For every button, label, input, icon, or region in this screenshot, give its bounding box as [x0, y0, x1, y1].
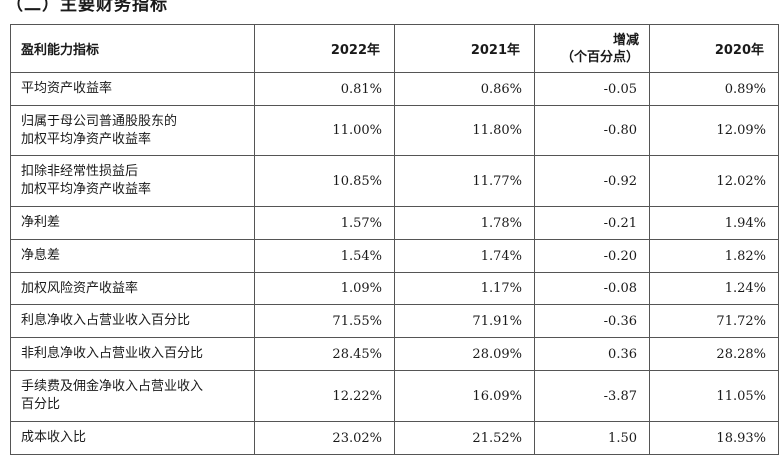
row-label: 成本收入比 [10, 421, 255, 455]
cell-2022: 1.09% [254, 272, 395, 305]
cell-2021: 1.17% [394, 272, 535, 305]
table-row: 净息差 1.54% 1.74% -0.20 1.82% [10, 239, 779, 273]
cell-2021: 1.78% [394, 206, 535, 240]
header-2020: 2020年 [649, 24, 779, 73]
cell-2022: 12.22% [254, 370, 395, 422]
cell-2021: 1.74% [394, 239, 535, 273]
row-label: 利息净收入占营业收入百分比 [10, 304, 255, 338]
cell-change: -3.87 [534, 370, 650, 422]
cell-2022: 0.81% [254, 72, 395, 106]
cell-2020: 1.82% [649, 239, 779, 273]
cell-change: 0.36 [534, 337, 650, 371]
row-label: 加权风险资产收益率 [10, 272, 255, 305]
cell-change: -0.05 [534, 72, 650, 106]
cell-2020: 1.24% [649, 272, 779, 305]
header-2022: 2022年 [254, 24, 395, 73]
header-change-line1: 增减 [612, 32, 639, 48]
cell-2021: 11.77% [394, 155, 535, 207]
cell-2020: 1.94% [649, 206, 779, 240]
row-label: 净利差 [10, 206, 255, 240]
row-label: 扣除非经常性损益后 加权平均净资产收益率 [10, 155, 255, 207]
cell-2020: 18.93% [649, 421, 779, 455]
cell-2021: 11.80% [394, 105, 535, 156]
row-label: 手续费及佣金净收入占营业收入 百分比 [10, 370, 255, 422]
cell-2022: 1.54% [254, 239, 395, 273]
row-label: 净息差 [10, 239, 255, 273]
row-label: 非利息净收入占营业收入百分比 [10, 337, 255, 371]
cell-change: 1.50 [534, 421, 650, 455]
table-body: 平均资产收益率 0.81% 0.86% -0.05 0.89% 归属于母公司普通股股东的加… [10, 72, 779, 455]
table-row: 加权风险资产收益率 1.09% 1.17% -0.08 1.24% [10, 272, 779, 305]
cell-change: -0.36 [534, 304, 650, 338]
cell-change: -0.80 [534, 105, 650, 156]
table-row: 利息净收入占营业收入百分比 71.55% 71.91% -0.36 71.72% [10, 304, 779, 338]
header-indicator: 盈利能力指标 [10, 24, 255, 73]
cell-2022: 71.55% [254, 304, 395, 338]
cell-2021: 21.52% [394, 421, 535, 455]
cell-2020: 71.72% [649, 304, 779, 338]
cell-2021: 71.91% [394, 304, 535, 338]
cell-change: -0.92 [534, 155, 650, 207]
cell-2020: 0.89% [649, 72, 779, 106]
cell-2022: 1.57% [254, 206, 395, 240]
cell-2022: 11.00% [254, 105, 395, 156]
cell-2021: 28.09% [394, 337, 535, 371]
table-row: 归属于母公司普通股股东的 加权平均净资产收益率 11.00% 11.80% -0.80 1… [10, 105, 779, 156]
table-row: 平均资产收益率 0.81% 0.86% -0.05 0.89% [10, 72, 779, 106]
table-row: 成本收入比 23.02% 21.52% 1.50 18.93% [10, 421, 779, 455]
cell-2021: 0.86% [394, 72, 535, 106]
table-row: 净利差 1.57% 1.78% -0.21 1.94% [10, 206, 779, 240]
header-row: 盈利能力指标 2022年 2021年 增减 （个百分点） 2020年 [10, 24, 779, 73]
financial-indicators-table: 盈利能力指标 2022年 2021年 增减 （个百分点） 2020年 平均资产收… [10, 24, 779, 455]
table-row: 非利息净收入占营业收入百分比 28.45% 28.09% 0.36 28.28% [10, 337, 779, 371]
header-change: 增减 （个百分点） [534, 24, 650, 73]
cell-2022: 23.02% [254, 421, 395, 455]
header-2021: 2021年 [394, 24, 535, 73]
cell-change: -0.20 [534, 239, 650, 273]
cell-2020: 11.05% [649, 370, 779, 422]
cell-2020: 28.28% [649, 337, 779, 371]
table-row: 手续费及佣金净收入占营业收入 百分比 12.22% 16.09% -3.87 11.05% [10, 370, 779, 422]
row-label: 归属于母公司普通股股东的 加权平均净资产收益率 [10, 105, 255, 156]
cell-change: -0.21 [534, 206, 650, 240]
cell-change: -0.08 [534, 272, 650, 305]
cell-2020: 12.02% [649, 155, 779, 207]
header-change-line2: （个百分点） [560, 49, 639, 65]
section-title: （二）主要财务指标 [6, 0, 168, 15]
cell-2022: 28.45% [254, 337, 395, 371]
cell-2022: 10.85% [254, 155, 395, 207]
row-label: 平均资产收益率 [10, 72, 255, 106]
cell-2020: 12.09% [649, 105, 779, 156]
table-row: 扣除非经常性损益后 加权平均净资产收益率 10.85% 11.77% -0.92 12.0… [10, 155, 779, 207]
cell-2021: 16.09% [394, 370, 535, 422]
